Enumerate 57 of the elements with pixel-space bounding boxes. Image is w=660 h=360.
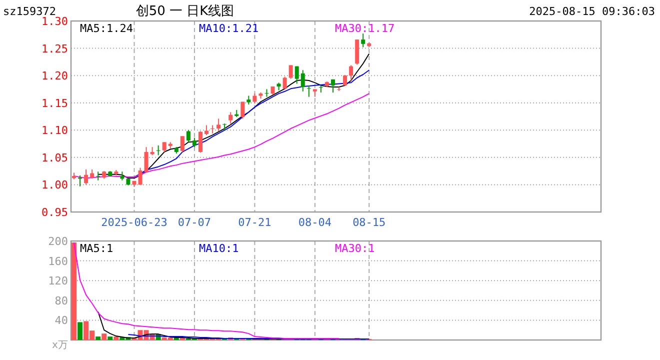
candlestick — [240, 101, 245, 120]
text: 2025-08-15 09:36:03 — [529, 5, 655, 18]
text: MA10:1.21 — [199, 22, 259, 35]
text: MA5:1.24 — [80, 22, 134, 35]
chart-title: 创50 一 日K线图 — [136, 4, 234, 19]
candlestick — [78, 174, 82, 187]
y-tick-label: 1.10 — [42, 124, 68, 138]
candlestick — [349, 64, 354, 81]
y-tick-label: 1.20 — [42, 70, 68, 83]
text: MA30:1 — [335, 242, 375, 255]
y-tick-label: 1.15 — [42, 96, 68, 110]
x-tick-label: 07-07 — [178, 216, 212, 229]
candlestick — [330, 78, 335, 93]
text: MA10:1 — [199, 242, 239, 255]
candlestick — [216, 118, 221, 132]
x-tick-label: 08-15 — [352, 216, 386, 229]
y-tick-label: 160 — [48, 254, 68, 268]
candlestick — [138, 167, 142, 186]
candlestick — [300, 70, 305, 92]
chart-subtitle: sz159372 — [3, 5, 56, 18]
y-tick-label: 80 — [54, 294, 68, 308]
y-tick-label: 120 — [48, 274, 68, 288]
y-tick-label: 0.95 — [42, 206, 68, 219]
y-tick-label: 1.30 — [42, 15, 68, 28]
y-tick-label: 1.00 — [42, 178, 68, 192]
y-axis-title: x万 — [52, 340, 68, 351]
y-tick-label: 1.05 — [42, 151, 68, 164]
bar — [114, 336, 119, 340]
candlestick — [252, 93, 257, 104]
candlestick — [204, 124, 209, 136]
y-tick-label: 1.25 — [42, 42, 68, 56]
candlestick — [144, 146, 148, 173]
y-tick-label: 200 — [48, 235, 68, 248]
x-tick-label: 08-04 — [298, 216, 332, 229]
candlestick — [294, 66, 299, 84]
x-tick-label: 07-21 — [238, 216, 272, 229]
candlestick — [192, 137, 196, 148]
bar — [72, 242, 77, 340]
candlestick — [288, 64, 293, 80]
text: MA30:1.17 — [335, 22, 395, 35]
text: MA5:1 — [80, 242, 114, 255]
y-tick-label: 40 — [54, 314, 68, 328]
bar — [78, 322, 83, 340]
candlestick — [84, 168, 88, 186]
candlestick — [198, 130, 202, 154]
candlestick — [162, 142, 166, 152]
bar — [108, 336, 113, 340]
candlestick — [343, 74, 348, 86]
bar — [102, 334, 107, 340]
bar — [96, 336, 101, 340]
candlestick — [228, 112, 233, 124]
candlestick — [361, 33, 366, 48]
candlestick — [180, 136, 184, 152]
candlestick — [282, 76, 287, 90]
candlestick — [186, 130, 190, 143]
candlestick — [90, 168, 94, 180]
x-tick-label: 2025-06-23 — [101, 216, 168, 229]
